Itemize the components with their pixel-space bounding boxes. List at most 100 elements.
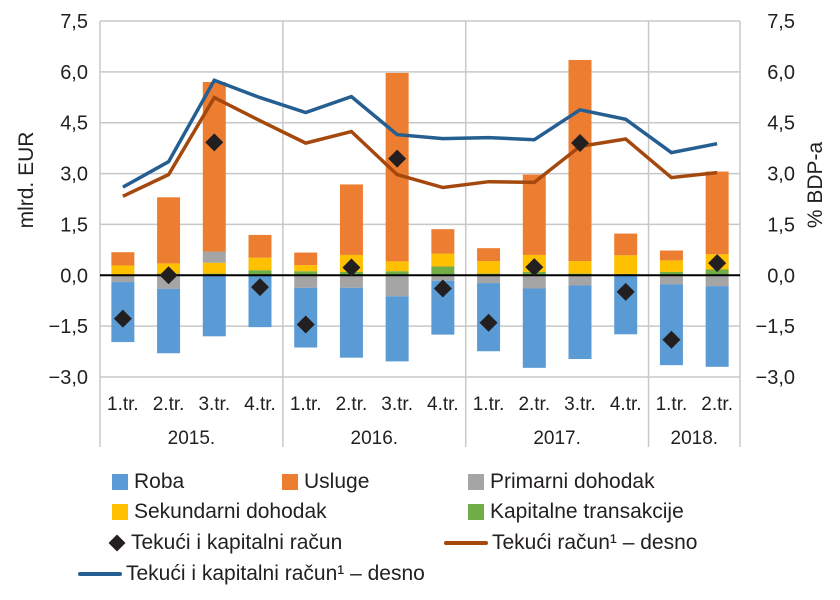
y-tick-label-right: −3,0 — [756, 367, 795, 389]
bar-primarni-dohodak — [385, 275, 409, 297]
bar-sekundarni-dohodak — [202, 262, 226, 274]
bar-roba — [431, 280, 455, 335]
bar-primarni-dohodak — [522, 275, 546, 289]
y-tick-label-left: 3,0 — [60, 164, 88, 186]
bar-primarni-dohodak — [568, 275, 592, 286]
y-tick-label-right: −1,5 — [756, 316, 795, 338]
marker-diamond — [708, 254, 727, 273]
x-tick-label: 1.tr. — [656, 394, 688, 415]
bar-roba — [157, 288, 181, 354]
bar-usluge — [477, 248, 501, 262]
x-tick-label: 2.tr. — [153, 394, 185, 415]
marker-diamond — [159, 266, 178, 285]
bar-primarni-dohodak — [294, 275, 318, 288]
x-tick-label: 2.tr. — [518, 394, 550, 415]
bar-primarni-dohodak — [202, 251, 226, 263]
y-tick-label-left: −3,0 — [49, 367, 88, 389]
y-tick-label-left: 7,5 — [60, 11, 88, 33]
marker-diamond — [479, 313, 498, 332]
bar-sekundarni-dohodak — [568, 261, 592, 274]
y-tick-label-right: 1,5 — [767, 214, 795, 236]
bar-primarni-dohodak — [431, 275, 455, 281]
y-tick-label-left: 1,5 — [60, 214, 88, 236]
bar-usluge — [248, 234, 272, 258]
x-group-label: 2016. — [351, 428, 399, 449]
y-tick-label-left: 6,0 — [60, 62, 88, 84]
bar-roba — [522, 288, 546, 368]
marker-diamond — [205, 133, 224, 152]
y-tick-label-left: 4,5 — [60, 113, 88, 135]
y-ticks-left: 7,5 6,0 4,5 3,0 1,5 0,0 −1,5 −3,0 — [49, 11, 88, 389]
bars — [111, 59, 729, 368]
gridlines — [99, 20, 741, 447]
bar-primarni-dohodak — [705, 275, 729, 287]
bar-kapitalne-transakcije — [431, 266, 455, 276]
bar-usluge — [111, 252, 135, 266]
x-tick-label: 1.tr. — [473, 394, 505, 415]
marker-diamond — [662, 330, 681, 349]
y-axis-label-right: % BDP-a — [804, 142, 827, 229]
x-tick-label: 3.tr. — [198, 394, 230, 415]
bar-sekundarni-dohodak — [248, 257, 272, 271]
bar-usluge — [431, 229, 455, 254]
bar-usluge — [705, 171, 729, 255]
bar-sekundarni-dohodak — [431, 253, 455, 267]
bar-usluge — [339, 184, 363, 255]
marker-diamond — [251, 278, 269, 297]
bar-usluge — [659, 250, 683, 261]
marker-diamond — [296, 315, 315, 334]
x-group-label: 2015. — [168, 428, 216, 449]
bar-roba — [339, 287, 363, 358]
x-tick-label: 2.tr. — [701, 394, 733, 415]
bar-roba — [705, 286, 729, 367]
bar-usluge — [568, 59, 592, 262]
bar-kapitalne-transakcije — [294, 271, 318, 276]
x-tick-label: 4.tr. — [610, 394, 642, 415]
x-group-label: 2017. — [533, 428, 581, 449]
bar-sekundarni-dohodak — [294, 265, 318, 272]
bar-usluge — [202, 82, 226, 252]
bar-kapitalne-transakcije — [705, 269, 729, 276]
bar-primarni-dohodak — [111, 275, 135, 283]
marker-diamond — [433, 279, 452, 298]
bar-roba — [202, 275, 226, 337]
y-tick-label-left: 0,0 — [60, 265, 88, 287]
y-tick-label-right: 4,5 — [767, 113, 795, 135]
marker-diamond — [388, 149, 407, 168]
x-tick-label: 3.tr. — [564, 394, 596, 415]
lines — [122, 78, 718, 198]
line-tekuci-racun — [122, 95, 718, 198]
bar-roba — [568, 285, 592, 360]
y-tick-label-right: 7,5 — [767, 11, 795, 33]
x-tick-label: 4.tr. — [427, 394, 459, 415]
bar-roba — [385, 296, 409, 362]
x-tick-label: 1.tr. — [107, 394, 139, 415]
marker-diamond — [342, 258, 361, 277]
bar-primarni-dohodak — [339, 275, 363, 288]
marker-diamond — [571, 134, 589, 153]
marker-diamond — [113, 309, 132, 328]
y-tick-label-left: −1,5 — [49, 316, 88, 338]
bar-primarni-dohodak — [659, 275, 683, 285]
bar-primarni-dohodak — [477, 275, 501, 284]
y-ticks-right: 7,5 6,0 4,5 3,0 1,5 0,0 −1,5 −3,0 — [756, 11, 795, 389]
x-tick-label: 4.tr. — [244, 394, 276, 415]
bar-usluge — [614, 233, 638, 256]
x-tick-label: 3.tr. — [381, 394, 413, 415]
bar-kapitalne-transakcije — [248, 270, 272, 276]
bar-usluge — [157, 197, 181, 264]
line-tekuci-kapitalni-racun — [122, 78, 718, 189]
bar-sekundarni-dohodak — [111, 265, 135, 276]
bar-usluge — [522, 174, 546, 255]
x-group-label: 2018. — [671, 428, 719, 449]
bar-kapitalne-transakcije — [385, 271, 409, 276]
markers — [113, 133, 727, 349]
y-tick-label-right: 6,0 — [767, 62, 795, 84]
bar-roba — [659, 284, 683, 366]
x-ticks: 1.tr. 2.tr. 3.tr. 4.tr. 1.tr. 2.tr. 3.tr. 4.tr.… — [107, 394, 733, 449]
marker-diamond — [616, 282, 635, 301]
x-tick-label: 2.tr. — [336, 394, 368, 415]
bar-sekundarni-dohodak — [477, 261, 501, 274]
y-tick-label-right: 3,0 — [767, 164, 795, 186]
